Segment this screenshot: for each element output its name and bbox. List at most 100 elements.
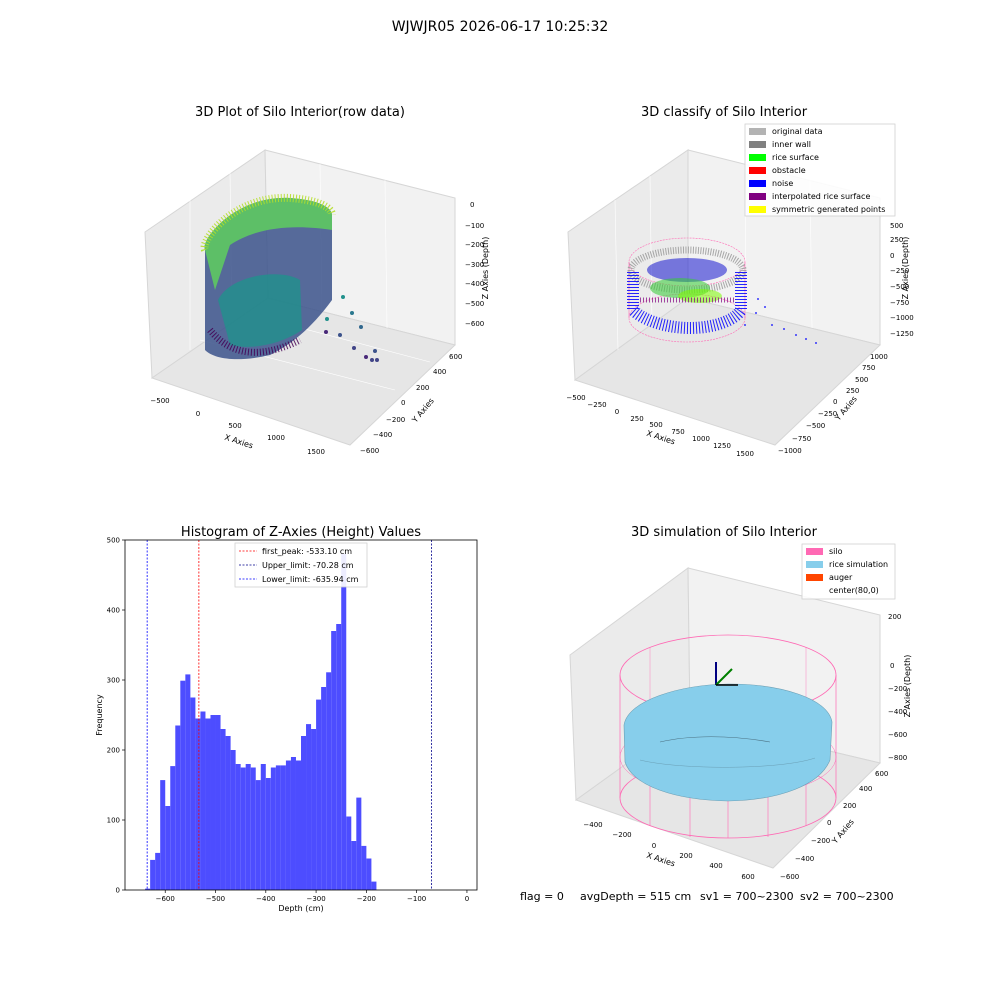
status-avg-depth: avgDepth = 515 cm — [580, 890, 691, 903]
histogram-bar — [280, 765, 286, 890]
histogram-bar — [306, 724, 312, 890]
histogram-bar — [175, 725, 181, 890]
classify-ytick: −250 — [818, 410, 837, 418]
histogram-bar — [346, 816, 352, 890]
y-tick-label: 400 — [107, 607, 120, 615]
sim-ztick: −600 — [888, 731, 907, 739]
sim-xtick: −400 — [583, 821, 602, 829]
histogram-reference-lines — [146, 540, 433, 890]
raw-ztick: −600 — [465, 320, 484, 328]
classify-ztick: −500 — [890, 283, 909, 291]
legend-swatch — [749, 141, 766, 148]
legend-label: original data — [772, 127, 823, 136]
raw-ytick: 200 — [416, 384, 429, 392]
x-tick-label: −300 — [306, 895, 325, 903]
raw-ytick: 0 — [401, 399, 405, 407]
histogram-bar — [205, 718, 211, 890]
sim-ylabel: Y Axies — [830, 817, 856, 846]
classify-ztick: −1250 — [890, 330, 914, 338]
classify-xtick: 1000 — [692, 435, 710, 443]
sim-xlabel: X Axies — [645, 851, 676, 869]
legend-label: obstacle — [772, 166, 806, 175]
histogram-bar — [260, 764, 266, 890]
raw-zlabel: Z Axies (Depth) — [481, 237, 490, 300]
classify-ztick: 0 — [890, 252, 894, 260]
legend-swatch — [749, 167, 766, 174]
panel-sim-title: 3D simulation of Silo Interior — [631, 525, 818, 540]
legend-label: silo — [829, 547, 843, 556]
sim-ztick: 0 — [890, 662, 894, 670]
classify-ztick: 500 — [890, 222, 903, 230]
legend-swatch — [806, 574, 823, 581]
histogram-bar — [361, 845, 367, 890]
histogram-bar — [270, 767, 276, 890]
panel-classify-3d: 3D classify of Silo Interior — [566, 105, 913, 458]
histogram-bar — [225, 736, 231, 890]
raw-xtick: 500 — [228, 422, 241, 430]
legend-swatch — [749, 206, 766, 213]
legend-label: rice simulation — [829, 560, 888, 569]
legend-swatch — [749, 180, 766, 187]
sim-ytick: 600 — [875, 770, 888, 778]
histogram-bar — [290, 757, 296, 890]
legend-label: rice surface — [772, 153, 819, 162]
classify-ytick: 250 — [846, 387, 859, 395]
legend-swatch — [806, 548, 823, 555]
histogram-bar — [215, 715, 221, 890]
histogram-bar — [275, 765, 281, 890]
classify-zlabel: Z Axies (Depth) — [901, 237, 910, 300]
classify-ytick: −500 — [806, 422, 825, 430]
histogram-bars — [145, 554, 377, 890]
classify-xtick: −500 — [566, 394, 585, 402]
histogram-bar — [321, 687, 327, 890]
status-sv1: sv1 = 700~2300 — [700, 890, 794, 903]
legend-swatch — [749, 193, 766, 200]
x-tick-label: −500 — [206, 895, 225, 903]
histogram-bar — [195, 718, 201, 890]
sim-xtick: 600 — [741, 873, 754, 881]
sim-ytick: −200 — [811, 837, 830, 845]
legend-label: auger — [829, 573, 853, 582]
x-tick-label: 0 — [465, 895, 469, 903]
sim-ztick: 200 — [888, 613, 901, 621]
x-tick-label: −200 — [357, 895, 376, 903]
legend-label: noise — [772, 179, 793, 188]
histogram-bar — [366, 858, 372, 890]
sim-ztick: −400 — [888, 708, 907, 716]
histogram-bar — [200, 711, 206, 890]
histogram-bar — [255, 780, 261, 890]
classify-xtick: 500 — [649, 421, 662, 429]
histogram-y-ticks: 0 100 200 300 400 500 — [107, 537, 125, 895]
y-tick-label: 300 — [107, 677, 120, 685]
legend-label: inner wall — [772, 140, 811, 149]
raw-ztick: −400 — [465, 280, 484, 288]
histogram-bar — [341, 554, 347, 890]
raw-xtick: 0 — [196, 410, 200, 418]
histogram-bar — [265, 778, 271, 890]
classify-ytick: 1000 — [870, 353, 888, 361]
sim-ztick: −800 — [888, 754, 907, 762]
histogram-bar — [235, 764, 241, 890]
x-tick-label: −600 — [156, 895, 175, 903]
y-tick-label: 0 — [116, 887, 120, 895]
classify-ytick: 750 — [862, 364, 875, 372]
panel-classify-title: 3D classify of Silo Interior — [641, 105, 808, 120]
classify-ztick: −750 — [890, 299, 909, 307]
legend-swatch — [806, 561, 823, 568]
classify-xtick: 1250 — [713, 442, 731, 450]
legend-label: interpolated rice surface — [772, 192, 870, 201]
classify-xtick: −250 — [587, 401, 606, 409]
classify-point-cloud — [627, 237, 817, 344]
sim-xtick: 400 — [709, 862, 722, 870]
sim-rice-surface — [623, 683, 833, 802]
raw-xtick: 1000 — [267, 434, 285, 442]
classify-ytick: −1000 — [778, 447, 802, 455]
classify-ztick: 250 — [890, 236, 903, 244]
raw-ztick: −300 — [465, 261, 484, 269]
histogram-bar — [190, 697, 196, 890]
status-line: flag = 0 avgDepth = 515 cm sv1 = 700~230… — [520, 890, 894, 903]
sim-legend: silo rice simulation auger center(80,0) — [801, 543, 896, 600]
histogram-title: Histogram of Z-Axies (Height) Values — [181, 525, 421, 540]
legend-label: Upper_limit: -70.28 cm — [262, 561, 354, 570]
